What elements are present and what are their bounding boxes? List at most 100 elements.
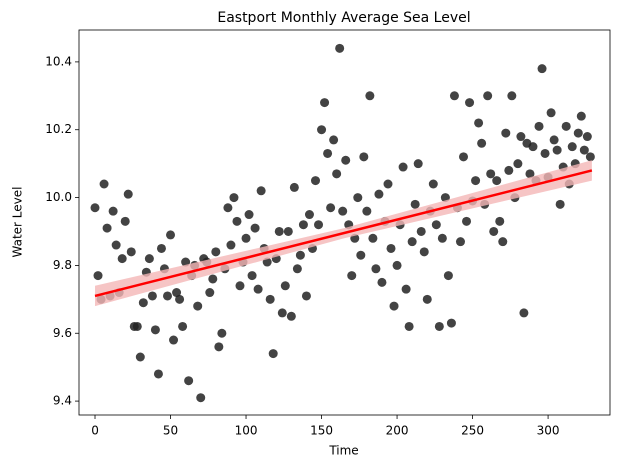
- data-point: [555, 199, 565, 209]
- data-point: [335, 43, 345, 53]
- data-point: [585, 152, 595, 162]
- data-point: [338, 206, 348, 216]
- data-point: [292, 264, 302, 274]
- data-point: [477, 138, 487, 148]
- data-point: [214, 342, 224, 352]
- data-point: [172, 288, 182, 298]
- data-point: [362, 206, 372, 216]
- data-point: [283, 226, 293, 236]
- data-point: [407, 237, 417, 247]
- data-point: [217, 328, 227, 338]
- data-point: [495, 216, 505, 226]
- data-point: [383, 179, 393, 189]
- data-point: [404, 321, 414, 331]
- data-point: [341, 155, 351, 165]
- y-tick-label: 10.4: [45, 54, 72, 68]
- data-point: [138, 298, 148, 308]
- data-point: [428, 179, 438, 189]
- data-point: [205, 288, 215, 298]
- data-point: [250, 223, 260, 233]
- data-point: [298, 220, 308, 230]
- data-point: [265, 294, 275, 304]
- chart-title: Eastport Monthly Average Sea Level: [217, 10, 470, 26]
- data-point: [117, 254, 127, 264]
- data-point: [465, 98, 475, 108]
- data-point: [422, 294, 432, 304]
- x-tick-label: 250: [461, 424, 484, 438]
- data-point: [144, 254, 154, 264]
- data-point: [573, 128, 583, 138]
- data-point: [253, 284, 263, 294]
- data-point: [431, 220, 441, 230]
- data-point: [386, 243, 396, 253]
- x-tick-label: 0: [91, 424, 99, 438]
- data-point: [235, 281, 245, 291]
- data-point: [525, 169, 535, 179]
- y-tick-label: 9.8: [53, 258, 72, 272]
- data-point: [410, 199, 420, 209]
- data-point: [474, 118, 484, 128]
- data-point: [102, 223, 112, 233]
- data-point: [329, 135, 339, 145]
- data-point: [223, 203, 233, 213]
- data-point: [398, 162, 408, 172]
- data-point: [166, 230, 176, 240]
- data-point: [99, 179, 109, 189]
- data-point: [226, 240, 236, 250]
- data-point: [211, 247, 221, 257]
- data-point: [389, 301, 399, 311]
- data-point: [513, 159, 523, 169]
- data-point: [135, 352, 145, 362]
- data-point: [459, 152, 469, 162]
- data-point: [280, 281, 290, 291]
- data-point: [244, 210, 254, 220]
- data-point: [504, 165, 514, 175]
- data-point: [576, 111, 586, 121]
- data-point: [534, 121, 544, 131]
- data-point: [181, 257, 191, 267]
- fit-line: [94, 169, 593, 298]
- data-point: [229, 193, 239, 203]
- data-point: [256, 186, 266, 196]
- y-tick-label: 9.6: [53, 326, 72, 340]
- data-point: [413, 159, 423, 169]
- data-point: [401, 284, 411, 294]
- data-point: [449, 91, 459, 101]
- data-point: [347, 271, 357, 281]
- x-tick-label: 100: [235, 424, 258, 438]
- data-point: [353, 193, 363, 203]
- data-point: [196, 393, 206, 403]
- data-point: [392, 260, 402, 270]
- data-point: [314, 220, 324, 230]
- data-point: [232, 216, 242, 226]
- data-point: [169, 335, 179, 345]
- data-point: [153, 369, 163, 379]
- data-point: [446, 318, 456, 328]
- data-point: [519, 308, 529, 318]
- data-point: [247, 271, 257, 281]
- data-point: [323, 148, 333, 158]
- data-point: [516, 132, 526, 142]
- data-point: [498, 237, 508, 247]
- data-point: [486, 169, 496, 179]
- data-point: [462, 216, 472, 226]
- data-point: [437, 233, 447, 243]
- data-point: [549, 135, 559, 145]
- data-point: [356, 250, 366, 260]
- data-point: [178, 321, 188, 331]
- data-point: [126, 247, 136, 257]
- data-point: [311, 176, 321, 186]
- data-point: [492, 176, 502, 186]
- data-point: [552, 145, 562, 155]
- y-axis-label: Water Level: [11, 187, 25, 258]
- data-point: [371, 264, 381, 274]
- data-point: [132, 321, 142, 331]
- data-point: [546, 108, 556, 118]
- data-point: [193, 301, 203, 311]
- data-point: [359, 152, 369, 162]
- x-tick-label: 200: [386, 424, 409, 438]
- data-point: [150, 325, 160, 335]
- data-point: [540, 148, 550, 158]
- data-point: [377, 277, 387, 287]
